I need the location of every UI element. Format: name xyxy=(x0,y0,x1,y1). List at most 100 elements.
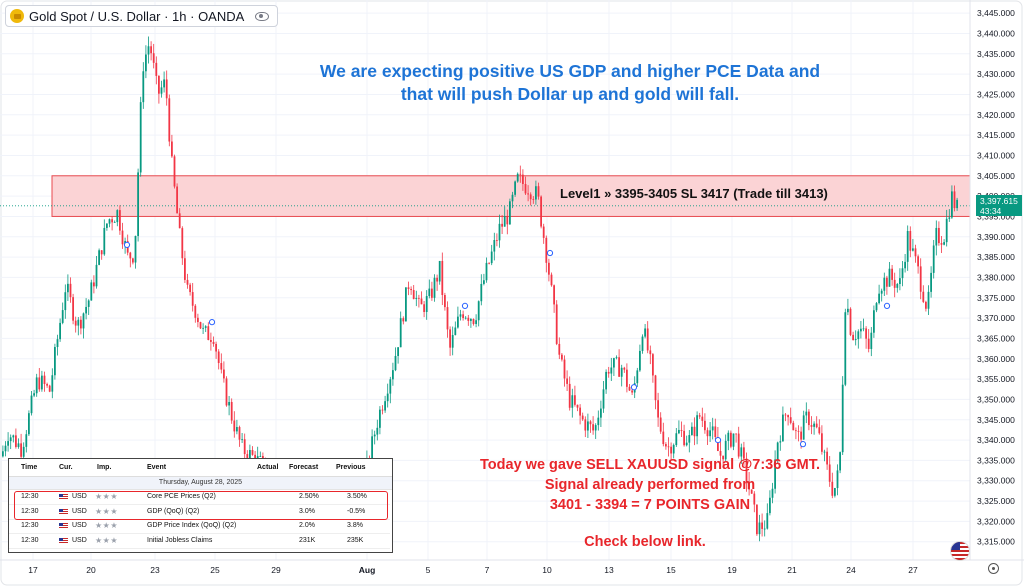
signal-annotation: Today we gave SELL XAUUSD signal @7:36 G… xyxy=(440,455,860,515)
candle-body xyxy=(581,415,584,420)
candle-body xyxy=(210,339,212,342)
candle-body xyxy=(732,433,735,447)
y-tick-label: 3,340.000 xyxy=(977,435,1015,445)
us-flag-icon[interactable] xyxy=(950,541,970,561)
candle-body xyxy=(472,319,475,324)
candle-body xyxy=(587,421,589,431)
calendar-row[interactable]: 12:30 USD ★★★ Core PCE Prices (Q2) 2.50% 3.50… xyxy=(9,490,390,505)
time-axis[interactable]: 17 20 23 25 29 Aug 5 7 10 13 15 19 21 24 27 xyxy=(28,565,918,575)
candle-body xyxy=(761,522,763,529)
candle-body xyxy=(428,288,431,297)
candle-body xyxy=(805,411,808,416)
candle-body xyxy=(509,201,511,225)
candle-body xyxy=(605,371,607,390)
candle-body xyxy=(919,266,922,292)
event-marker[interactable] xyxy=(546,249,554,257)
x-tick-label: 24 xyxy=(846,565,856,575)
calendar-row[interactable]: 12:30 USD ★★★ GDP Price Index (QoQ) (Q2) 2.0… xyxy=(9,519,390,535)
calendar-row[interactable]: 12:30 USD ★★★ Initial Jobless Claims 231K 235… xyxy=(9,534,390,549)
candle-body xyxy=(620,367,623,377)
candle-body xyxy=(927,291,930,309)
candle-body xyxy=(241,439,243,441)
candle-body xyxy=(576,404,579,408)
candle-body xyxy=(691,426,693,436)
candle-body xyxy=(940,243,943,245)
candle-body xyxy=(852,334,854,341)
row-time: 12:30 xyxy=(21,507,39,515)
candle-body xyxy=(784,414,787,416)
candle-body xyxy=(550,274,553,286)
col-forecast: Forecast xyxy=(289,464,319,471)
y-tick-label: 3,415.000 xyxy=(977,130,1015,140)
x-tick-label: 7 xyxy=(485,565,490,575)
candle-body xyxy=(956,199,958,209)
candle-body xyxy=(813,423,815,427)
candle-body xyxy=(171,141,173,157)
candle-body xyxy=(243,439,246,455)
candle-body xyxy=(262,456,264,459)
candle-body xyxy=(769,497,771,514)
col-importance: Imp. xyxy=(97,464,112,471)
candle-body xyxy=(800,431,802,440)
candle-body xyxy=(420,298,423,305)
candle-body xyxy=(405,287,407,322)
candle-body xyxy=(233,420,236,432)
candle-body xyxy=(787,415,789,418)
candle-body xyxy=(217,351,220,364)
candle-body xyxy=(389,379,392,394)
candle-body xyxy=(485,262,488,281)
candle-body xyxy=(600,408,602,418)
candle-body xyxy=(696,415,698,437)
event-marker[interactable] xyxy=(714,436,722,444)
candle-body xyxy=(748,481,750,490)
candle-body xyxy=(9,437,12,442)
candle-body xyxy=(948,217,951,219)
candle-body xyxy=(821,433,823,452)
eye-icon[interactable] xyxy=(255,11,270,21)
candle-body xyxy=(173,156,176,187)
candle-body xyxy=(220,363,223,370)
event-marker[interactable] xyxy=(123,241,131,249)
candle-body xyxy=(2,451,4,457)
candle-body xyxy=(407,287,410,289)
candle-body xyxy=(259,456,262,457)
candle-body xyxy=(750,489,753,494)
gear-icon[interactable] xyxy=(988,563,999,574)
candle-body xyxy=(867,338,870,349)
candle-body xyxy=(168,98,171,142)
candle-body xyxy=(938,227,940,244)
event-marker[interactable] xyxy=(461,302,469,309)
candle-body xyxy=(706,430,709,437)
candle-body xyxy=(449,329,451,348)
event-marker[interactable] xyxy=(883,302,891,309)
candle-body xyxy=(61,310,64,323)
candle-body xyxy=(574,395,576,405)
candle-body xyxy=(886,277,888,287)
candle-body xyxy=(776,442,779,460)
symbol-title[interactable]: Gold Spot / U.S. Dollar · 1h · OANDA xyxy=(5,5,279,27)
candle-body xyxy=(236,427,238,432)
candle-body xyxy=(384,401,386,411)
event-marker[interactable] xyxy=(630,384,638,391)
check-link-text: Check below link. xyxy=(584,534,706,550)
candle-body xyxy=(649,350,652,355)
candle-body xyxy=(529,194,532,200)
candle-body xyxy=(579,407,581,416)
candle-body xyxy=(12,435,15,438)
candle-body xyxy=(386,393,389,402)
row-time: 12:30 xyxy=(21,522,39,530)
candle-body xyxy=(64,292,67,311)
candle-body xyxy=(917,256,919,267)
candle-body xyxy=(56,339,59,348)
importance-stars-icon: ★★★ xyxy=(95,521,119,531)
candle-body xyxy=(828,464,831,482)
candle-body xyxy=(841,384,844,453)
event-marker[interactable] xyxy=(208,319,216,326)
event-marker[interactable] xyxy=(799,441,807,448)
importance-stars-icon: ★★★ xyxy=(95,492,119,501)
candle-body xyxy=(20,443,22,457)
candle-body xyxy=(251,450,254,455)
candle-body xyxy=(4,445,7,452)
col-actual: Actual xyxy=(257,464,279,471)
candle-body xyxy=(93,282,95,287)
